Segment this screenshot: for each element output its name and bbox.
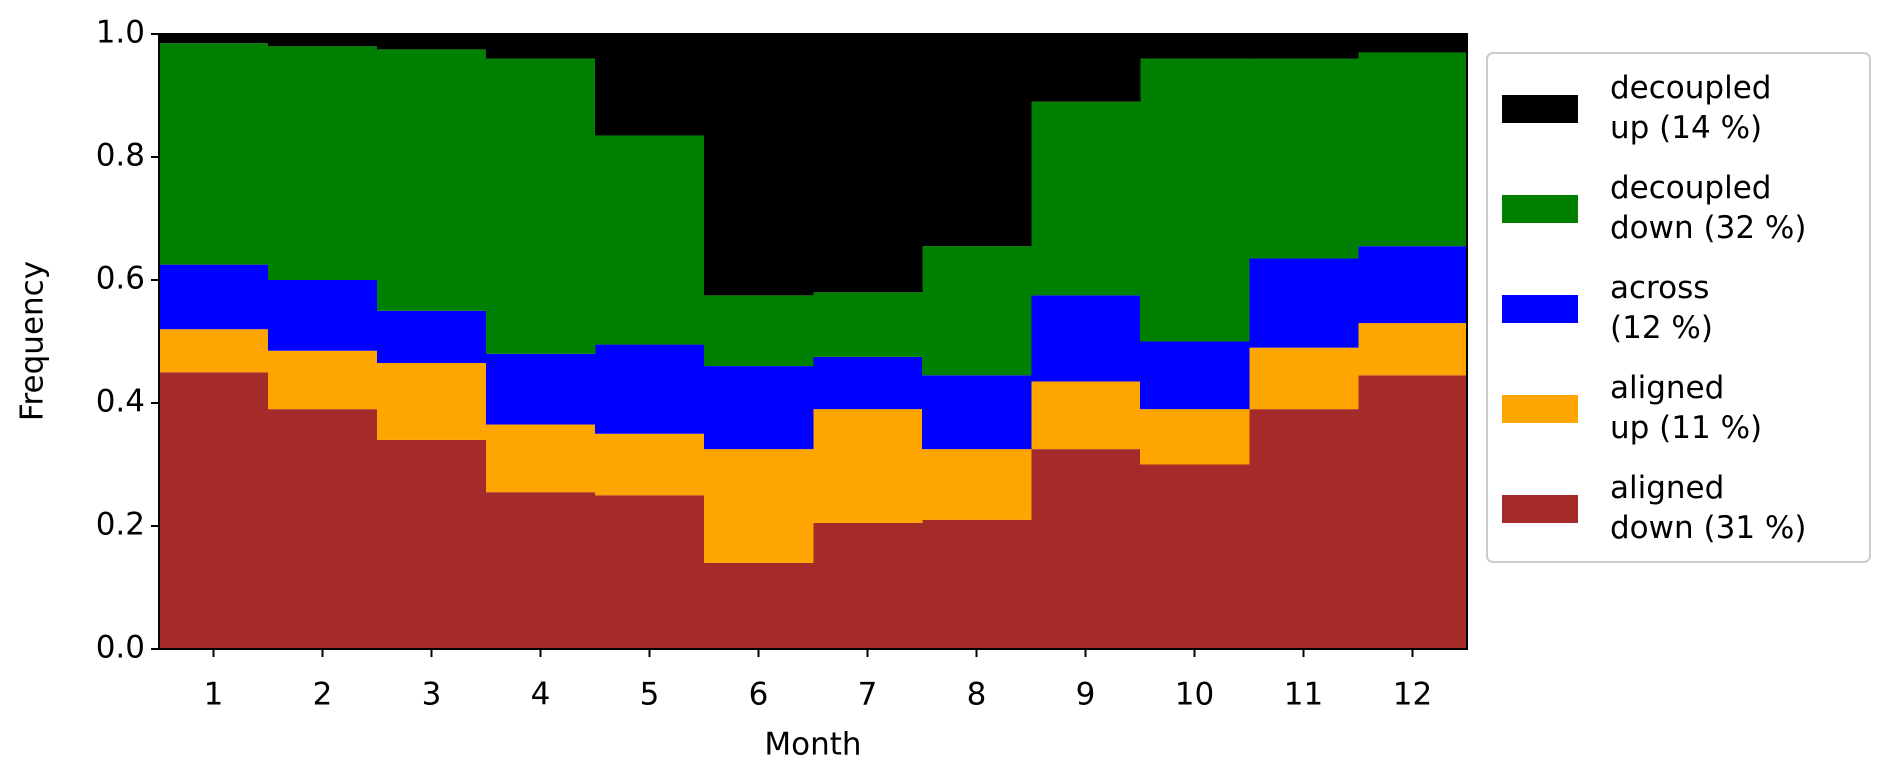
- bar-segment: [1358, 52, 1468, 247]
- bar-segment: [377, 439, 487, 649]
- bar-segment: [1140, 58, 1250, 342]
- bar-segment: [1249, 347, 1359, 410]
- x-tick-label: 3: [422, 677, 442, 713]
- bar-segment: [268, 46, 378, 280]
- x-tick-label: 6: [749, 677, 769, 713]
- bar-segment: [922, 519, 1032, 649]
- legend-swatch: [1502, 395, 1578, 423]
- bar-segment: [1031, 101, 1141, 296]
- bar-segment: [1031, 449, 1141, 649]
- bar-segment: [486, 353, 596, 425]
- bar-segment: [595, 433, 705, 496]
- legend-swatch: [1502, 95, 1578, 123]
- bar-segment: [1031, 295, 1141, 382]
- bar-segment: [704, 366, 814, 450]
- bar-segment: [1358, 34, 1468, 53]
- bar-segment: [704, 295, 814, 367]
- bar-segment: [595, 135, 705, 345]
- y-tick-label: 0.6: [96, 261, 145, 297]
- legend-label: decoupled down (32 %): [1610, 170, 1806, 246]
- bar-segment: [704, 449, 814, 563]
- bar-segment: [922, 375, 1032, 450]
- x-tick-label: 2: [313, 677, 333, 713]
- bar-segment: [1140, 409, 1250, 465]
- bar-segment: [377, 310, 487, 364]
- bar-segment: [159, 264, 269, 330]
- bar-segment: [1249, 258, 1359, 348]
- x-tick-label: 7: [858, 677, 878, 713]
- y-tick-label: 0.8: [96, 138, 145, 174]
- legend-swatch: [1502, 495, 1578, 523]
- plot-frame: [158, 33, 1468, 650]
- bar-segment: [813, 356, 923, 410]
- bar-segment: [268, 350, 378, 410]
- bar-segment: [813, 522, 923, 649]
- bar-segment: [1140, 34, 1250, 59]
- bar-segment: [268, 409, 378, 649]
- x-tick-label: 5: [640, 677, 660, 713]
- bar-segment: [159, 34, 269, 44]
- y-tick-label: 0.2: [96, 507, 145, 543]
- bar-segment: [1358, 375, 1468, 649]
- x-axis-label: Month: [764, 727, 861, 763]
- bar-segment: [1140, 464, 1250, 649]
- y-tick-label: 0.0: [96, 630, 145, 666]
- bar-segment: [704, 34, 814, 296]
- x-tick-label: 1: [204, 677, 224, 713]
- bar-segment: [159, 329, 269, 373]
- bar-segment: [1031, 381, 1141, 450]
- bar-segment: [922, 449, 1032, 520]
- bar-segment: [486, 492, 596, 649]
- bar-segment: [1358, 323, 1468, 376]
- y-tick-label: 0.4: [96, 384, 145, 420]
- y-axis-label: Frequency: [15, 261, 51, 421]
- bar-segment: [813, 34, 923, 293]
- bar-segment: [159, 372, 269, 649]
- bar-segment: [922, 34, 1032, 247]
- y-tick-label: 1.0: [96, 15, 145, 51]
- legend-label: aligned down (31 %): [1610, 470, 1806, 546]
- bar-segment: [268, 280, 378, 351]
- bar-segment: [486, 58, 596, 354]
- legend-box: [1486, 52, 1871, 563]
- bar-segment: [1249, 409, 1359, 649]
- bar-segment: [486, 424, 596, 493]
- bar-segment: [813, 409, 923, 523]
- bar-segment: [1249, 34, 1359, 59]
- legend-label: across (12 %): [1610, 270, 1719, 346]
- legend-swatch: [1502, 295, 1578, 323]
- bar-segment: [1358, 246, 1468, 324]
- bar-segment: [595, 344, 705, 434]
- bar-segment: [1031, 34, 1141, 102]
- bar-segment: [159, 43, 269, 265]
- x-tick-label: 8: [967, 677, 987, 713]
- bar-segment: [813, 292, 923, 357]
- x-tick-label: 9: [1076, 677, 1096, 713]
- bar-segment: [377, 49, 487, 311]
- bar-segment: [595, 34, 705, 136]
- bar-segment: [1249, 58, 1359, 259]
- bar-segment: [377, 34, 487, 50]
- x-tick-label: 12: [1393, 677, 1432, 713]
- bar-segment: [377, 363, 487, 440]
- x-tick-label: 4: [531, 677, 551, 713]
- legend-label: aligned up (11 %): [1610, 370, 1762, 446]
- bar-segment: [268, 34, 378, 47]
- bar-segment: [486, 34, 596, 59]
- bar-segment: [704, 562, 814, 649]
- bar-segment: [595, 495, 705, 649]
- legend-label: decoupled up (14 %): [1610, 70, 1781, 146]
- bar-segment: [922, 246, 1032, 376]
- x-tick-label: 10: [1175, 677, 1214, 713]
- bar-segment: [1140, 341, 1250, 410]
- x-tick-label: 11: [1284, 677, 1323, 713]
- legend-swatch: [1502, 195, 1578, 223]
